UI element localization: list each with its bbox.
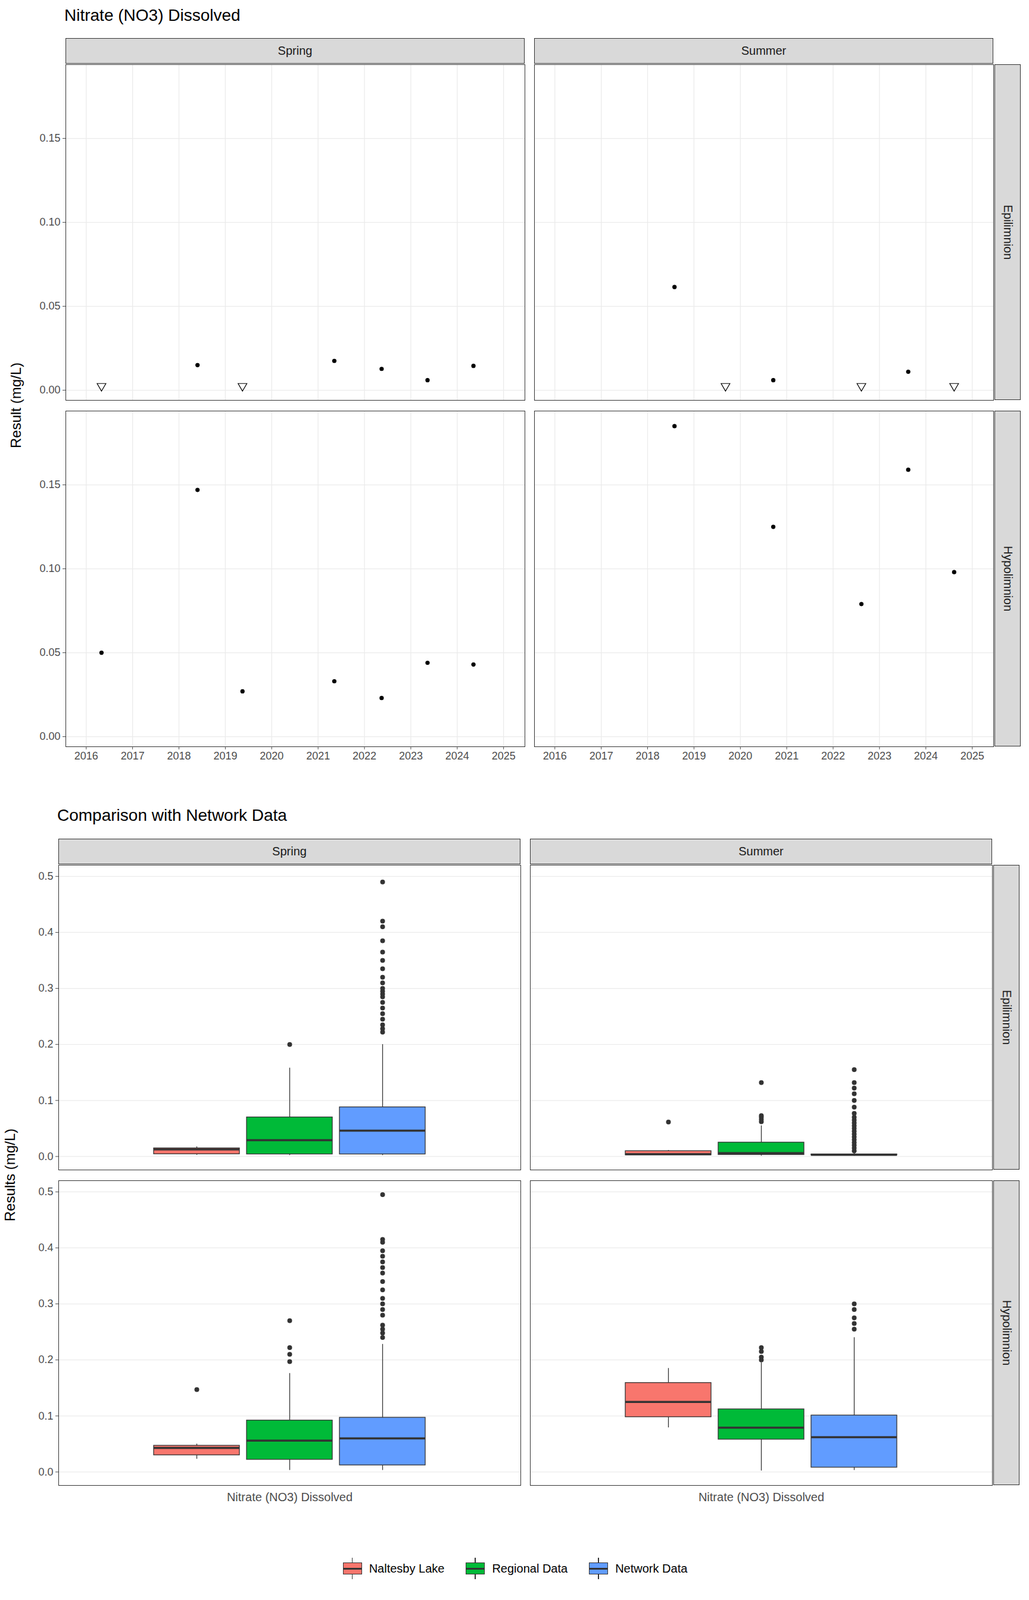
html-text:Result (mg/L): Result (mg/L) (7, 362, 24, 449)
svg-text:0.05: 0.05 (39, 300, 61, 313)
html-text:Epilimnion: Epilimnion (1000, 990, 1014, 1046)
html-text:Comparison with Network Data: Comparison with Network Data (57, 806, 287, 825)
svg-text:2022: 2022 (352, 750, 377, 763)
svg-text:0.4: 0.4 (38, 1242, 53, 1255)
html-text:Spring: Spring (277, 44, 313, 58)
svg-text:2020: 2020 (259, 750, 284, 763)
svg-text:2019: 2019 (681, 750, 706, 763)
html-text:Hypolimnion: Hypolimnion (1000, 1300, 1014, 1367)
svg-text:2025: 2025 (491, 750, 516, 763)
svg-text:Nitrate (NO3) Dissolved: Nitrate (NO3) Dissolved (698, 1491, 825, 1505)
svg-text:0.5: 0.5 (38, 1186, 53, 1199)
svg-text:0.10: 0.10 (39, 562, 61, 575)
html-text:Epilimnion: Epilimnion (1001, 204, 1015, 260)
svg-text:2020: 2020 (728, 750, 753, 763)
html-text:Regional Data: Regional Data (492, 1562, 568, 1576)
svg-text:0.5: 0.5 (38, 870, 53, 883)
svg-text:0.15: 0.15 (39, 478, 61, 491)
html-text:Network Data: Network Data (615, 1562, 688, 1576)
svg-text:2024: 2024 (914, 750, 938, 763)
svg-text:2021: 2021 (306, 750, 330, 763)
html-text:Nitrate (NO3) Dissolved: Nitrate (NO3) Dissolved (64, 5, 241, 25)
svg-text:2017: 2017 (120, 750, 145, 763)
svg-text:0.2: 0.2 (38, 1354, 53, 1367)
svg-text:2022: 2022 (821, 750, 845, 763)
svg-text:0.15: 0.15 (39, 132, 61, 145)
svg-text:2023: 2023 (398, 750, 423, 763)
svg-text:0.3: 0.3 (38, 1298, 53, 1311)
html-text:Hypolimnion: Hypolimnion (1001, 546, 1015, 612)
svg-text:2019: 2019 (213, 750, 238, 763)
svg-text:0.0: 0.0 (38, 1151, 53, 1163)
svg-text:Nitrate (NO3) Dissolved: Nitrate (NO3) Dissolved (226, 1491, 353, 1505)
svg-text:0.4: 0.4 (38, 926, 53, 939)
svg-text:2023: 2023 (867, 750, 892, 763)
svg-text:2017: 2017 (589, 750, 614, 763)
svg-text:0.05: 0.05 (39, 646, 61, 659)
html-text:Summer: Summer (741, 44, 787, 58)
html-text:Results (mg/L): Results (mg/L) (1, 1129, 18, 1222)
svg-text:0.0: 0.0 (38, 1466, 53, 1479)
svg-text:0.1: 0.1 (38, 1410, 53, 1423)
svg-text:0.2: 0.2 (38, 1038, 53, 1051)
svg-text:0.00: 0.00 (39, 730, 61, 743)
svg-text:2016: 2016 (543, 750, 567, 763)
html-text:Naltesby Lake: Naltesby Lake (369, 1562, 445, 1576)
svg-text:0.1: 0.1 (38, 1095, 53, 1108)
svg-text:0.00: 0.00 (39, 384, 61, 396)
svg-text:0.3: 0.3 (38, 982, 53, 995)
svg-text:2024: 2024 (445, 750, 470, 763)
svg-text:2016: 2016 (74, 750, 99, 763)
svg-text:2021: 2021 (774, 750, 799, 763)
html-text:Summer: Summer (738, 844, 784, 859)
html-text:Spring: Spring (272, 844, 307, 859)
svg-text:2018: 2018 (167, 750, 192, 763)
svg-text:0.10: 0.10 (39, 216, 61, 229)
svg-text:2018: 2018 (635, 750, 660, 763)
svg-text:2025: 2025 (960, 750, 985, 763)
